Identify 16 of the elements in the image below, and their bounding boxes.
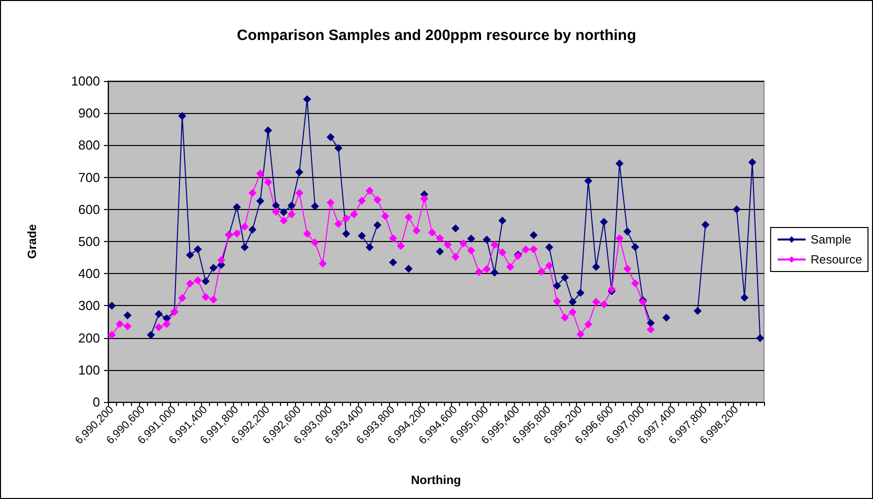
y-tick-label: 400 — [78, 266, 100, 282]
y-axis-title: Grade — [25, 224, 39, 259]
y-tick-label: 600 — [78, 202, 100, 217]
y-tick-label: 300 — [78, 298, 100, 314]
chart-title: Comparison Samples and 200ppm resource by northing — [236, 27, 636, 44]
y-tick-label: 100 — [78, 362, 100, 378]
legend-label: Resource — [810, 252, 862, 266]
legend-label: Sample — [810, 232, 852, 246]
x-axis-title: Northing — [411, 473, 461, 487]
y-tick-label: 0 — [92, 394, 100, 410]
y-tick-label: 900 — [78, 106, 100, 121]
y-tick-label: 800 — [78, 138, 100, 153]
y-tick-label: 200 — [78, 330, 100, 346]
y-tick-label: 500 — [78, 234, 100, 249]
y-tick-label: 1000 — [71, 74, 100, 88]
y-tick-label: 700 — [78, 170, 100, 185]
